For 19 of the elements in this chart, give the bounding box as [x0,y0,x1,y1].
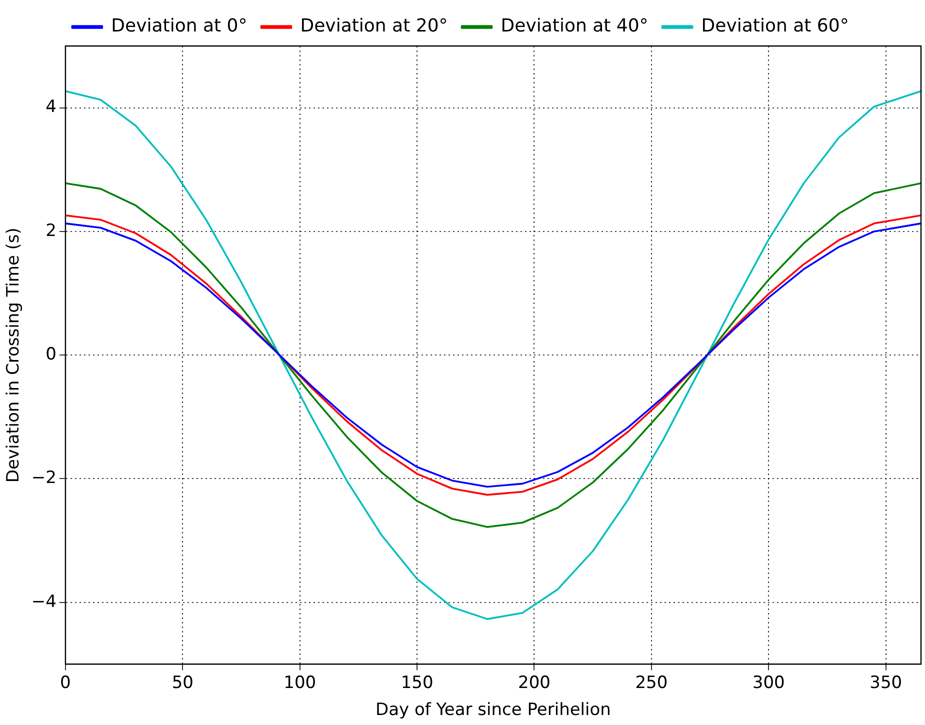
legend-label: Deviation at 0° [111,16,248,37]
legend-label: Deviation at 40° [500,16,648,37]
x-tick-label: 0 [60,672,71,693]
y-tick-label: −2 [31,468,56,488]
x-tick-label: 250 [635,672,668,693]
y-tick-label: −4 [31,592,56,612]
y-axis-title: Deviation in Crossing Time (s) [4,228,24,483]
y-tick-label: 2 [46,220,56,241]
x-tick-label: 150 [400,672,434,693]
legend-label: Deviation at 60° [701,16,849,37]
x-tick-label: 100 [284,672,316,693]
legend-label: Deviation at 20° [300,16,448,37]
x-axis-title: Day of Year since Perihelion [376,700,611,720]
y-tick-label: 0 [46,344,56,365]
x-tick-label: 50 [172,672,194,693]
x-tick-label: 300 [752,672,785,693]
x-tick-label: 350 [870,672,902,693]
y-tick-label: 4 [46,97,56,118]
x-tick-label: 200 [518,672,550,693]
